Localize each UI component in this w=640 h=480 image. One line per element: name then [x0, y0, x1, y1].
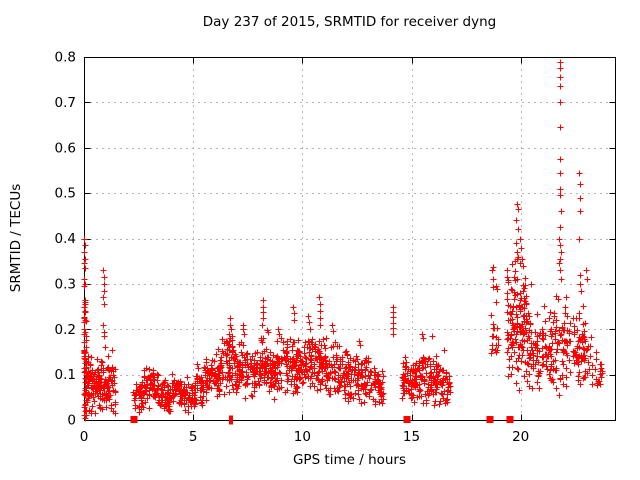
- y-tick-label: 0.7: [55, 95, 76, 111]
- zero-value-marker: [506, 416, 514, 423]
- y-tick-label: 0.5: [55, 186, 76, 202]
- zero-value-bar: [229, 415, 231, 425]
- chart-title: Day 237 of 2015, SRMTID for receiver dyn…: [202, 14, 497, 30]
- y-tick-label: 0.1: [55, 367, 76, 383]
- data-points: [81, 59, 606, 422]
- x-tick-label: 10: [294, 429, 311, 445]
- zero-value-marker: [403, 416, 411, 423]
- zero-value-marker: [486, 416, 494, 423]
- zero-value-bar: [231, 415, 233, 425]
- x-tick-label: 20: [512, 429, 529, 445]
- y-tick-label: 0.4: [55, 231, 76, 247]
- y-tick-label: 0.3: [55, 276, 76, 292]
- y-tick-label: 0.6: [55, 140, 76, 156]
- zero-value-marker: [130, 416, 138, 423]
- y-tick-label: 0.8: [55, 50, 76, 66]
- x-tick-label: 0: [80, 429, 89, 445]
- y-tick-label: 0: [67, 413, 76, 429]
- x-tick-label: 5: [189, 429, 198, 445]
- x-tick-label: 15: [403, 429, 420, 445]
- y-axis-label: SRMTID / TECUs: [8, 183, 24, 293]
- y-tick-label: 0.2: [55, 322, 76, 338]
- x-axis-label: GPS time / hours: [292, 452, 407, 468]
